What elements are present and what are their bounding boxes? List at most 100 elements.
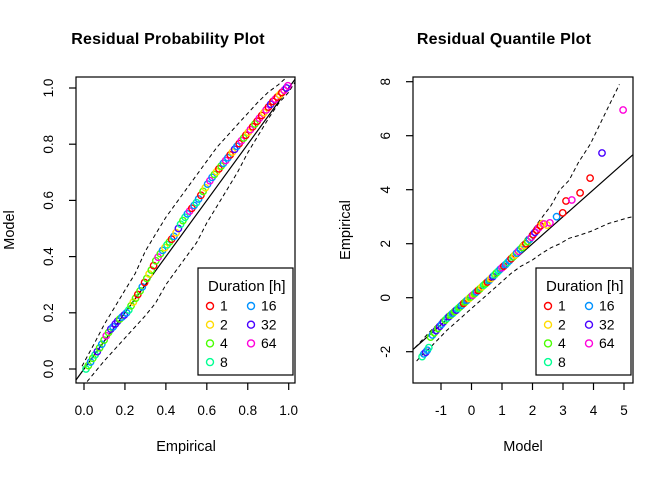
legend-label: 8 (558, 354, 566, 370)
x-axis-tick-label: -1 (435, 403, 447, 418)
data-point (552, 212, 561, 221)
data-point (586, 174, 594, 183)
data-point (138, 282, 147, 291)
legend-label: 2 (220, 316, 228, 332)
legend-box (535, 267, 632, 376)
data-point (598, 149, 606, 157)
right-y-axis-label: Empirical (338, 200, 354, 260)
x-axis-tick-label: 3 (559, 403, 567, 418)
data-point (106, 325, 115, 333)
legend-label: 8 (220, 354, 228, 370)
y-axis-tick-label: 0.0 (41, 360, 56, 379)
plot-box (412, 76, 634, 384)
legend-swatch (584, 320, 594, 329)
data-point (619, 106, 627, 114)
x-axis-tick-label: 0.6 (197, 403, 216, 418)
data-point (145, 270, 154, 278)
y-axis-tick-label: 0 (378, 294, 393, 302)
data-point (100, 336, 109, 344)
data-point (546, 218, 554, 227)
legend-label: 16 (261, 298, 277, 314)
data-point (140, 278, 149, 287)
legend-label: 4 (558, 335, 566, 351)
legend-label: 32 (599, 316, 615, 332)
legend-swatch (205, 320, 215, 329)
x-axis-tick-label: 5 (620, 403, 628, 418)
plot-box (75, 76, 296, 384)
y-axis-tick-label: 0.4 (41, 247, 56, 266)
data-point (113, 317, 122, 326)
data-point (268, 97, 277, 106)
data-point (136, 286, 145, 295)
x-axis-tick-label: 0 (468, 403, 476, 418)
legend-swatch (543, 301, 553, 311)
legend-swatch (246, 339, 256, 348)
legend-title: Duration [h] (208, 278, 286, 295)
data-point (275, 90, 284, 99)
legend-label: 2 (558, 316, 566, 332)
data-point (120, 311, 129, 319)
y-axis-tick-label: 8 (378, 78, 393, 86)
x-axis-tick-label: 0.2 (116, 403, 135, 418)
legend-swatch (543, 320, 553, 329)
lower-confidence-band (86, 82, 296, 382)
legend-label: 4 (220, 335, 228, 351)
y-axis-tick-label: 1.0 (41, 79, 56, 98)
y-axis-tick-label: -2 (378, 346, 393, 358)
lower-confidence-band (416, 216, 633, 362)
legend-swatch (205, 339, 215, 348)
left-y-axis-label: Model (2, 210, 18, 250)
upper-confidence-band (81, 77, 286, 367)
y-axis-tick-label: 0.8 (41, 135, 56, 154)
x-axis-tick-label: 0.4 (156, 403, 175, 418)
x-axis-tick-label: 2 (529, 403, 537, 418)
legend-label: 64 (261, 335, 277, 351)
legend-label: 1 (220, 298, 228, 314)
x-axis-tick-label: 0.0 (75, 403, 94, 418)
legend-swatch (205, 357, 215, 367)
legend-swatch (543, 339, 553, 348)
data-point (273, 93, 282, 101)
y-axis-tick-label: 2 (378, 240, 393, 248)
data-point (115, 315, 124, 323)
legend-swatch (584, 339, 594, 348)
right-panel-title: Residual Quantile Plot (416, 31, 592, 48)
data-point (424, 343, 433, 352)
data-point (118, 313, 127, 321)
legend-swatch (543, 357, 553, 367)
data-point (129, 298, 138, 306)
y-axis-tick-label: 6 (378, 132, 393, 140)
legend-label: 64 (599, 335, 615, 351)
legend-swatch (584, 301, 594, 311)
data-point (124, 306, 133, 314)
data-point (283, 81, 292, 90)
data-point (277, 88, 286, 97)
y-axis-tick-label: 0.2 (41, 303, 56, 322)
data-point (576, 188, 584, 197)
legend-swatch (246, 301, 256, 311)
legend-label: 32 (261, 316, 277, 332)
data-point (196, 191, 205, 200)
legend-title: Duration [h] (546, 278, 624, 295)
x-axis-tick-label: 0.8 (238, 403, 257, 418)
data-point (172, 228, 181, 237)
data-point (174, 224, 183, 233)
left-panel-title: Residual Probability Plot (71, 31, 265, 48)
x-axis-tick-label: 1 (498, 403, 506, 418)
data-point (97, 340, 106, 349)
legend-swatch (246, 320, 256, 329)
left-x-axis-label: Empirical (156, 439, 216, 455)
data-point (558, 208, 567, 217)
x-axis-tick-label: 1.0 (279, 403, 298, 418)
legend-label: 16 (599, 298, 615, 314)
y-axis-tick-label: 0.6 (41, 191, 56, 210)
legend-swatch (205, 301, 215, 311)
legend-label: 1 (558, 298, 566, 314)
data-point (271, 95, 280, 104)
y-axis-tick-label: 4 (378, 185, 393, 193)
right-x-axis-label: Model (503, 439, 543, 455)
legend-box (197, 267, 294, 376)
data-point (567, 196, 576, 204)
